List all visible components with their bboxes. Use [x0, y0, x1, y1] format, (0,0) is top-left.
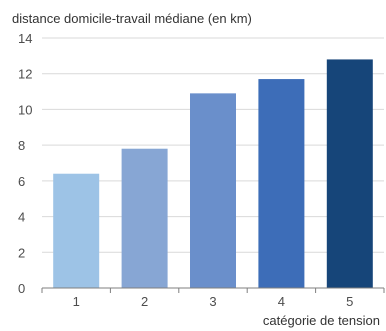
y-tick-label: 12	[18, 67, 32, 82]
x-axis-title: catégorie de tension	[263, 313, 380, 328]
y-axis-title: distance domicile-travail médiane (en km…	[12, 11, 252, 26]
bar-4	[258, 79, 305, 288]
x-tick-label: 4	[278, 294, 285, 309]
x-tick-label: 5	[346, 294, 353, 309]
x-tick-label: 3	[209, 294, 216, 309]
y-tick-label: 8	[18, 138, 25, 153]
bar-2	[121, 148, 168, 288]
y-tick-label: 4	[18, 210, 25, 225]
bar-5	[326, 59, 373, 288]
x-axis-ticks: 1 2 3 4 5	[41, 288, 385, 309]
x-tick-label: 2	[141, 294, 148, 309]
y-tick-label: 14	[18, 31, 32, 46]
y-tick-label: 6	[18, 174, 25, 189]
x-tick-label: 1	[73, 294, 80, 309]
y-tick-label: 0	[18, 281, 25, 296]
y-tick-label: 2	[18, 245, 25, 260]
bar-1	[53, 173, 100, 288]
bars	[53, 59, 373, 288]
y-axis-ticks: 0 2 4 6 8 10 12 14	[18, 31, 32, 296]
y-tick-label: 10	[18, 102, 32, 117]
bar-3	[190, 93, 236, 288]
